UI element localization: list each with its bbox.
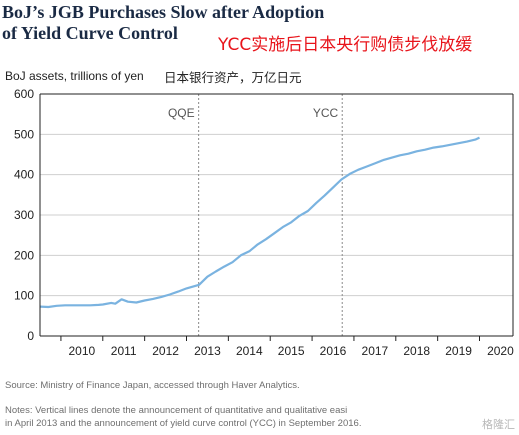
y-tick-label-200: 200 bbox=[14, 248, 34, 262]
y-tick-label-100: 100 bbox=[14, 289, 34, 303]
line-chart: 0 100 200 300 400 500 600 QQE YCC 2010 2011 2012 201… bbox=[14, 87, 514, 358]
x-tick-label-2018: 2018 bbox=[403, 344, 430, 358]
chart-title-line-1: BoJ’s JGB Purchases Slow after Adoption bbox=[2, 2, 325, 22]
x-tick-label-2015: 2015 bbox=[278, 344, 305, 358]
x-tick-label-2012: 2012 bbox=[152, 344, 179, 358]
watermark: 格隆汇 bbox=[480, 415, 517, 433]
series-line bbox=[39, 136, 480, 309]
x-tick-label-2014: 2014 bbox=[236, 344, 263, 358]
y-tick-label-600: 600 bbox=[14, 87, 34, 101]
chart-title-line-2: of Yield Curve Control bbox=[2, 23, 178, 43]
chinese-annotation: YCC实施后日本央行购债步伐放缓 bbox=[218, 35, 473, 55]
y-tick-label-400: 400 bbox=[14, 168, 34, 182]
x-tick-label-2020: 2020 bbox=[487, 344, 514, 358]
x-tick-label-2019: 2019 bbox=[445, 344, 472, 358]
x-tick-label-2017: 2017 bbox=[362, 344, 389, 358]
x-tick-label-2010: 2010 bbox=[69, 344, 96, 358]
footnote-line-2: in April 2013 and the announcement of yi… bbox=[5, 418, 362, 429]
chart-title: BoJ’s JGB Purchases Slow after Adoption … bbox=[2, 2, 324, 44]
y-tick-label-0: 0 bbox=[27, 329, 34, 343]
vline-label-qqe: QQE bbox=[168, 106, 195, 120]
y-tick-label-500: 500 bbox=[14, 127, 34, 141]
vline-label-ycc: YCC bbox=[313, 106, 339, 120]
y-tick-label-300: 300 bbox=[14, 208, 34, 222]
x-tick-label-2016: 2016 bbox=[320, 344, 347, 358]
y-axis-label-chinese: 日本银行资产，万亿日元 bbox=[164, 70, 302, 85]
source-note: Source: Ministry of Finance Japan, acces… bbox=[5, 380, 300, 391]
y-axis-label: BoJ assets, trillions of yen bbox=[5, 69, 144, 83]
footnote: Notes: Vertical lines denote the announc… bbox=[5, 404, 465, 430]
footnote-line-1: Notes: Vertical lines denote the announc… bbox=[5, 405, 348, 416]
x-tick-label-2013: 2013 bbox=[194, 344, 221, 358]
x-tick-label-2011: 2011 bbox=[111, 344, 137, 358]
